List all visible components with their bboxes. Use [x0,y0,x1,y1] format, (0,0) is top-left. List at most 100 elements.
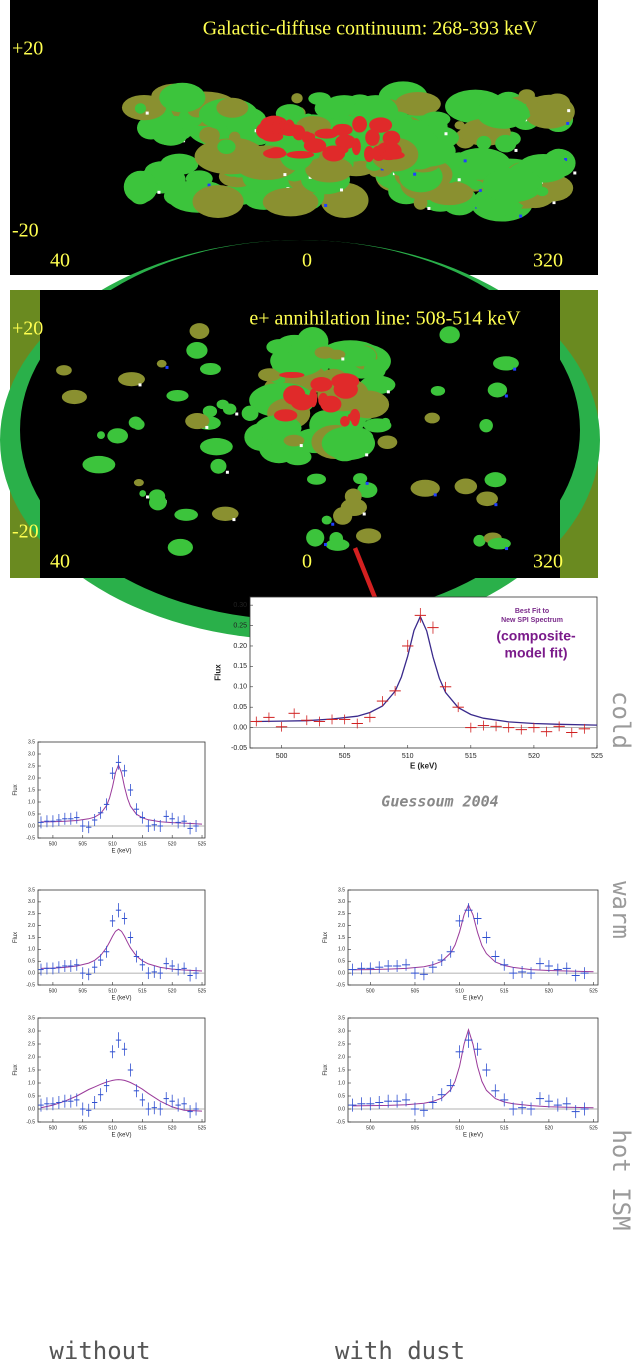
x-tick-label: 500 [49,841,58,847]
map-core [364,146,375,163]
map-blob [166,389,189,402]
x-tick-label: 510 [455,1125,464,1131]
map-blob [134,103,147,114]
map-pixel [362,512,366,516]
chart-title: Best Fit to [515,608,549,615]
map-blob [217,139,236,155]
y-tick-label: 1.5 [28,935,35,941]
plot-frame [347,1017,599,1123]
map-pixel [324,543,328,547]
map-pixel [145,111,149,115]
y-tick-label: 2.5 [28,911,35,917]
spectrum-chart: -0.5 0.0 0.5 1.0 1.5 2.0 2.5 3.0 3.5 500 505 510 515… [13,1015,206,1138]
map-blob [97,431,105,440]
x-tick-label: 520 [168,988,177,994]
x-tick-label: 510 [402,753,414,760]
map-blob [156,359,167,368]
y-tick-label: 2.5 [28,1041,35,1047]
map-pixel [513,367,517,371]
y-tick-label: 3.5 [338,887,345,893]
map-blob [61,389,87,405]
map-pixel [341,357,345,361]
map-blob [262,187,319,217]
y-tick-label: 2.0 [28,923,35,929]
side-label: hot ISM [607,1129,635,1230]
map-pixel [138,383,142,387]
y-tick-label: -0.5 [26,1119,35,1125]
map-blob [266,339,293,355]
map-blob [413,196,428,210]
map-blob [363,359,386,380]
map-blob [439,326,460,344]
map-blob [327,349,346,360]
map-blob [356,528,382,544]
y-tick-label: 2.5 [338,911,345,917]
map-blob [476,97,530,129]
map-blob [148,494,167,511]
y-tick-label: 0.5 [338,1093,345,1099]
x-tick-label: 515 [138,988,147,994]
map-pixel [566,121,570,125]
map-blob [380,417,391,426]
map-blob [199,362,221,375]
x-tick-label: 500 [366,988,375,994]
y-tick-label: 0.0 [338,1106,345,1112]
x-tick-label: 515 [138,841,147,847]
y-tick-label: 3.0 [28,751,35,757]
x-tick-label: 515 [500,988,509,994]
map-blob [495,134,517,153]
map-pixel [519,214,523,218]
x-axis-label: E (keV) [111,996,131,1002]
y-tick-label: 3.0 [338,899,345,905]
map-blob [353,473,368,485]
column-label: without [49,1337,150,1365]
y-axis-label: Flux [13,784,19,795]
map-pixel [299,444,303,448]
map-core [271,120,281,135]
map-blob [529,100,567,124]
x-tick-label: 525 [198,1125,207,1131]
map-blob [479,418,493,433]
map-blob [430,385,446,396]
lon-label: 40 [50,250,70,272]
map-blob [270,442,286,451]
map-blob [199,126,220,144]
map-pixel [514,148,518,152]
y-axis-label: Flux [214,664,223,681]
map-pixel [494,503,498,507]
map-blob [454,478,478,495]
map-blob [185,412,210,430]
y-tick-label: 3.5 [338,1015,345,1021]
y-tick-label: 0.0 [28,823,35,829]
map-blob [333,507,353,525]
lon-label: 320 [533,551,563,573]
map-pixel [504,394,508,398]
x-axis-label: E (keV) [111,849,131,855]
lat-label: +20 [12,318,43,340]
y-tick-label: 3.5 [28,739,35,745]
y-tick-label: 1.0 [338,947,345,953]
map-blob [493,356,519,371]
x-tick-label: 520 [545,988,554,994]
lat-label: -20 [12,521,39,543]
x-tick-label: 525 [198,988,207,994]
map-blob [329,531,344,546]
map-blob [144,181,159,194]
x-tick-label: 520 [545,1125,554,1131]
y-tick-label: 1.5 [338,935,345,941]
y-tick-label: 0.5 [28,1093,35,1099]
map-blob [306,473,327,485]
x-axis-label: E (keV) [463,1133,483,1139]
map-annihilation [0,240,600,640]
map-core [347,413,357,421]
map-core [273,409,298,422]
lat-label: -20 [12,220,39,242]
y-tick-label: 1.0 [28,1080,35,1086]
map-core [283,119,295,137]
map-core [335,134,356,150]
y-tick-label: 0.15 [233,663,247,670]
x-tick-label: 515 [465,753,477,760]
lon-label: 320 [533,250,563,272]
